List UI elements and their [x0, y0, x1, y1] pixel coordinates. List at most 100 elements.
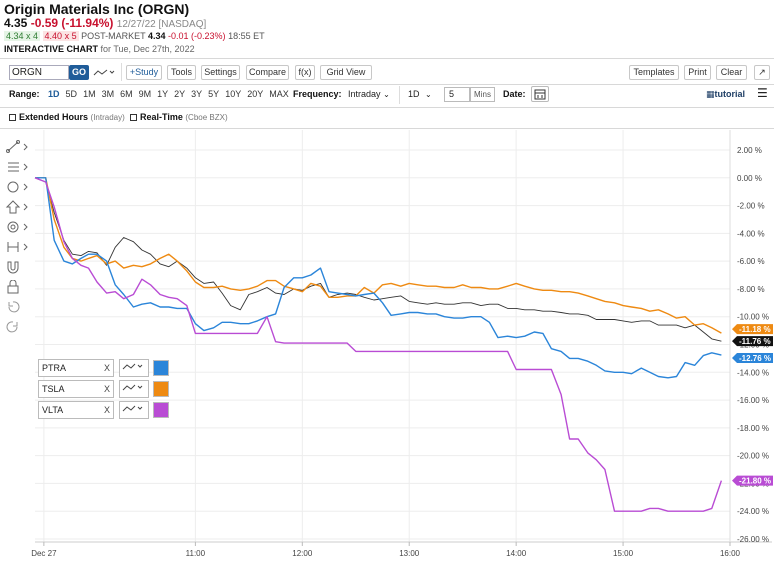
tools-button[interactable]: Tools [167, 65, 196, 80]
range-10y[interactable]: 10Y [225, 89, 242, 99]
interval-input[interactable]: 5 [444, 87, 470, 102]
line-chart-icon [93, 69, 115, 76]
annotation-tool[interactable] [5, 220, 31, 234]
range-2y[interactable]: 2Y [174, 89, 186, 99]
trendline-tool[interactable] [5, 140, 31, 154]
chart-label-title: INTERACTIVE CHART [4, 44, 98, 54]
function-button[interactable]: f(x) [295, 65, 315, 80]
y-tick-label: -20.00 % [737, 452, 769, 461]
compare-symbol-label: VLTA [42, 405, 64, 415]
range-3m[interactable]: 3M [101, 89, 115, 99]
y-tick-label: -6.00 % [737, 257, 765, 266]
symbol-input[interactable] [9, 65, 69, 80]
line-style-dropdown[interactable] [119, 359, 149, 377]
settings-button[interactable]: Settings [201, 65, 240, 80]
interval-unit: Mins [470, 87, 495, 102]
expand-icon[interactable]: ↗ [754, 65, 770, 80]
y-tick-label: -18.00 % [737, 424, 769, 433]
add-study-button[interactable]: +Study [126, 65, 162, 80]
range-9m[interactable]: 9M [138, 89, 152, 99]
chevron-down-icon: ⌄ [383, 90, 390, 99]
line-style-icon [122, 384, 143, 391]
menu-icon[interactable]: ☰ [757, 86, 768, 100]
y-tick-label: -8.00 % [737, 285, 765, 294]
frequency-group: Frequency: Intraday ⌄ [293, 89, 390, 99]
line-style-dropdown[interactable] [119, 380, 149, 398]
redo-icon[interactable] [5, 320, 31, 334]
x-tick-label: 13:00 [399, 549, 420, 558]
measure-icon [7, 242, 28, 252]
divider [121, 63, 122, 81]
x-tick-label: 16:00 [720, 549, 741, 558]
clear-button[interactable]: Clear [716, 65, 747, 80]
color-swatch[interactable] [153, 402, 169, 418]
shapes-tool[interactable] [5, 180, 31, 194]
badge-label: -21.80 % [739, 477, 771, 486]
range-20y[interactable]: 20Y [247, 89, 264, 99]
range-1m[interactable]: 1M [83, 89, 96, 99]
series-line-ptra [35, 177, 722, 379]
last-value-badge: -11.76 % [732, 336, 773, 347]
extended-hours-note: (Intraday) [90, 113, 125, 122]
arrow-tool[interactable] [5, 200, 31, 214]
range-max[interactable]: MAX [269, 89, 289, 99]
divider [0, 84, 774, 85]
shapes-icon [7, 181, 28, 193]
post-market-time: 18:55 ET [228, 31, 265, 41]
frequency-select[interactable]: Intraday [348, 89, 381, 99]
range-5d[interactable]: 5D [65, 89, 78, 99]
range-1y[interactable]: 1Y [157, 89, 169, 99]
fibonacci-icon [8, 162, 28, 172]
real-time-note: (Cboe BZX) [185, 113, 228, 122]
range-6m[interactable]: 6M [120, 89, 133, 99]
compare-symbol[interactable]: PTRA X [38, 359, 114, 377]
real-time-checkbox[interactable] [130, 114, 137, 121]
last-value-badge: -12.76 % [732, 353, 773, 364]
line-style-dropdown[interactable] [119, 401, 149, 419]
period-select[interactable]: 1D ⌄ [408, 89, 432, 99]
price-chart[interactable]: 2.00 % 0.00 % -2.00 % -4.00 % -6.00 % -8.00 %… [0, 130, 774, 565]
badge-shape [732, 336, 773, 347]
chevron-down-icon: ⌄ [425, 90, 432, 99]
x-tick-label: 14:00 [506, 549, 527, 558]
range-3y[interactable]: 3Y [191, 89, 203, 99]
go-button[interactable]: GO [69, 65, 89, 80]
range-5y[interactable]: 5Y [208, 89, 220, 99]
y-tick-label: -26.00 % [737, 535, 769, 544]
print-button[interactable]: Print [684, 65, 711, 80]
compare-button[interactable]: Compare [246, 65, 289, 80]
badge-label: -11.18 % [739, 325, 771, 334]
tutorial-link[interactable]: ▦tutorial [706, 89, 745, 100]
grid-view-button[interactable]: Grid View [320, 65, 372, 80]
templates-button[interactable]: Templates [629, 65, 679, 80]
close-icon[interactable]: X [103, 363, 110, 373]
range-1d[interactable]: 1D [48, 89, 60, 99]
close-icon[interactable]: X [103, 405, 110, 415]
fibonacci-tool[interactable] [5, 160, 31, 174]
period-value: 1D [408, 89, 420, 99]
magnet-icon[interactable] [5, 260, 31, 274]
compare-symbol[interactable]: TSLA X [38, 380, 114, 398]
close-icon[interactable]: X [103, 384, 110, 394]
post-market-price: 4.34 [147, 31, 166, 41]
y-tick-label: 0.00 % [737, 174, 762, 183]
quote-line: 4.35 -0.59 (-11.94%) 12/27/22 [NASDAQ] [4, 16, 206, 30]
extended-hours-checkbox[interactable] [9, 114, 16, 121]
compare-symbol[interactable]: VLTA X [38, 401, 114, 419]
divider [0, 107, 774, 108]
x-tick-label: Dec 27 [31, 549, 57, 558]
color-swatch[interactable] [153, 360, 169, 376]
line-style-icon [122, 363, 143, 370]
range-label: Range: [9, 89, 40, 99]
measure-tool[interactable] [5, 240, 31, 254]
calendar-icon[interactable] [531, 86, 549, 102]
compare-row-vlta: VLTA X [38, 401, 178, 421]
x-tick-label: 15:00 [613, 549, 634, 558]
ask-size: 4.40 x 5 [42, 31, 79, 41]
extended-hours-label: Extended Hours (Intraday) [19, 112, 125, 122]
chart-type-dropdown[interactable] [93, 65, 117, 80]
color-swatch[interactable] [153, 381, 169, 397]
lock-icon[interactable] [5, 279, 31, 294]
undo-icon[interactable] [5, 300, 31, 314]
film-icon: ▦ [706, 89, 715, 99]
